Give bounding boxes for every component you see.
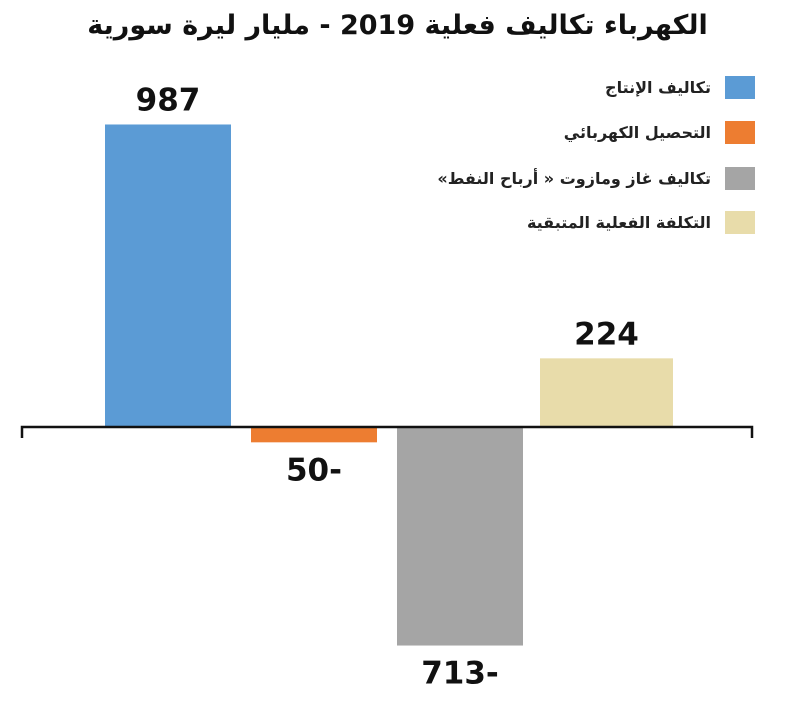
data-label-2: 50- xyxy=(286,452,342,488)
bar-2 xyxy=(251,427,377,443)
x-axis-line xyxy=(20,425,754,438)
legend-swatch xyxy=(725,121,755,144)
legend-item-electricity-collection: التحصيل الكهربائي xyxy=(564,121,755,144)
legend-item-production-costs: تكاليف الإنتاج xyxy=(605,76,755,99)
bar-4 xyxy=(540,358,673,427)
legend-label: التحصيل الكهربائي xyxy=(563,123,711,142)
legend-item-remaining-actual-cost: التكلفة الفعلية المتبقية xyxy=(527,211,755,234)
chart-title: الكهرباء تكاليف فعلية 2019 - مليار ليرة … xyxy=(87,10,708,41)
data-label-4: 224 xyxy=(574,316,639,352)
bar-1 xyxy=(105,124,231,427)
legend-label: التكلفة الفعلية المتبقية xyxy=(526,213,711,232)
data-label-1: 987 xyxy=(136,82,201,118)
legend-swatch xyxy=(725,211,755,234)
legend-item-gas-diesel-costs: تكاليف غاز ومازوت « أرباح النفط» xyxy=(437,167,755,190)
legend-swatch xyxy=(725,167,755,190)
data-label-3: 713- xyxy=(421,656,499,692)
legend-swatch xyxy=(725,76,755,99)
legend-label: تكاليف غاز ومازوت « أرباح النفط» xyxy=(437,169,711,188)
bar-3 xyxy=(397,427,523,646)
legend-label: تكاليف الإنتاج xyxy=(605,78,711,97)
